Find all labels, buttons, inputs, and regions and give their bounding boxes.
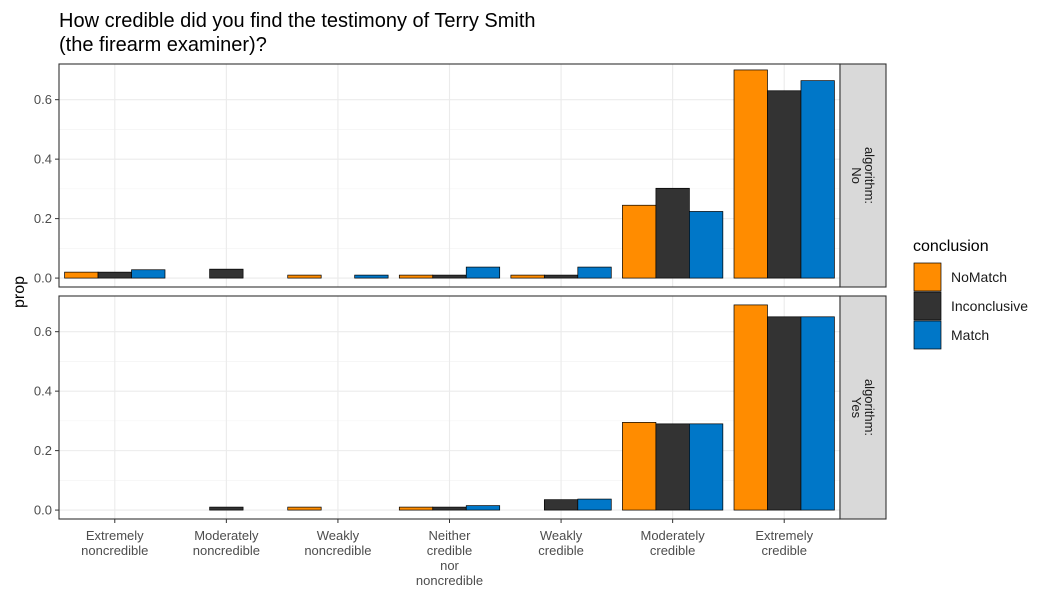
x-tick-label: Moderately noncredible xyxy=(193,528,260,558)
chart-title-line: How credible did you find the testimony … xyxy=(59,10,536,32)
bar xyxy=(64,271,99,279)
bar xyxy=(655,187,690,279)
bar xyxy=(287,506,322,511)
facet-strip xyxy=(839,63,887,288)
bar xyxy=(465,266,501,279)
bar xyxy=(287,274,322,279)
x-tick-label: Weakly credible xyxy=(538,528,584,558)
bar xyxy=(209,506,244,511)
bar xyxy=(398,506,434,511)
bar xyxy=(354,274,389,279)
x-tick-label: Neither credible nor noncredible xyxy=(416,528,483,588)
bar xyxy=(432,506,467,511)
y-axis-title: prop xyxy=(11,276,28,308)
y-tick-label: 0.6 xyxy=(34,324,52,339)
facet-strip-label: algorithm:Yes xyxy=(849,379,877,436)
bar xyxy=(131,269,166,279)
bar xyxy=(398,274,434,279)
y-tick-label: 0.0 xyxy=(34,271,52,286)
legend-label: NoMatch xyxy=(951,269,1007,285)
bar xyxy=(622,204,657,279)
facet-strip xyxy=(839,295,887,520)
y-tick-label: 0.4 xyxy=(34,384,52,399)
x-tick-label: Weakly noncredible xyxy=(304,528,371,558)
legend-title: conclusion xyxy=(913,238,989,255)
bar xyxy=(577,266,612,279)
bar xyxy=(577,498,612,511)
bar xyxy=(432,274,467,279)
bar xyxy=(655,423,690,511)
legend-swatch xyxy=(913,291,942,321)
facet-strip-label: algorithm:No xyxy=(849,147,877,204)
bar xyxy=(543,274,579,279)
bar xyxy=(800,80,835,279)
bar xyxy=(733,69,768,279)
bar xyxy=(97,271,132,279)
bar xyxy=(209,268,244,279)
y-tick-label: 0.4 xyxy=(34,152,52,167)
bar xyxy=(689,211,724,279)
x-tick-label: Extremely credible xyxy=(755,528,813,558)
chart-title-line: (the firearm examiner)? xyxy=(59,34,267,56)
legend-label: Match xyxy=(951,327,989,343)
x-tick-label: Extremely noncredible xyxy=(81,528,148,558)
legend-swatch xyxy=(913,320,942,350)
legend-label: Inconclusive xyxy=(951,298,1028,314)
bar xyxy=(510,274,545,279)
bar xyxy=(733,304,768,511)
y-tick-label: 0.0 xyxy=(34,503,52,518)
y-tick-label: 0.2 xyxy=(34,211,52,226)
bar xyxy=(767,90,802,279)
legend-swatch xyxy=(913,262,942,292)
y-tick-label: 0.6 xyxy=(34,92,52,107)
bar xyxy=(465,505,501,511)
bar xyxy=(800,316,835,511)
x-tick-label: Moderately credible xyxy=(640,528,705,558)
bar xyxy=(622,422,657,511)
bar xyxy=(767,316,802,511)
y-tick-label: 0.2 xyxy=(34,443,52,458)
bar xyxy=(543,499,579,511)
bar xyxy=(689,423,724,511)
